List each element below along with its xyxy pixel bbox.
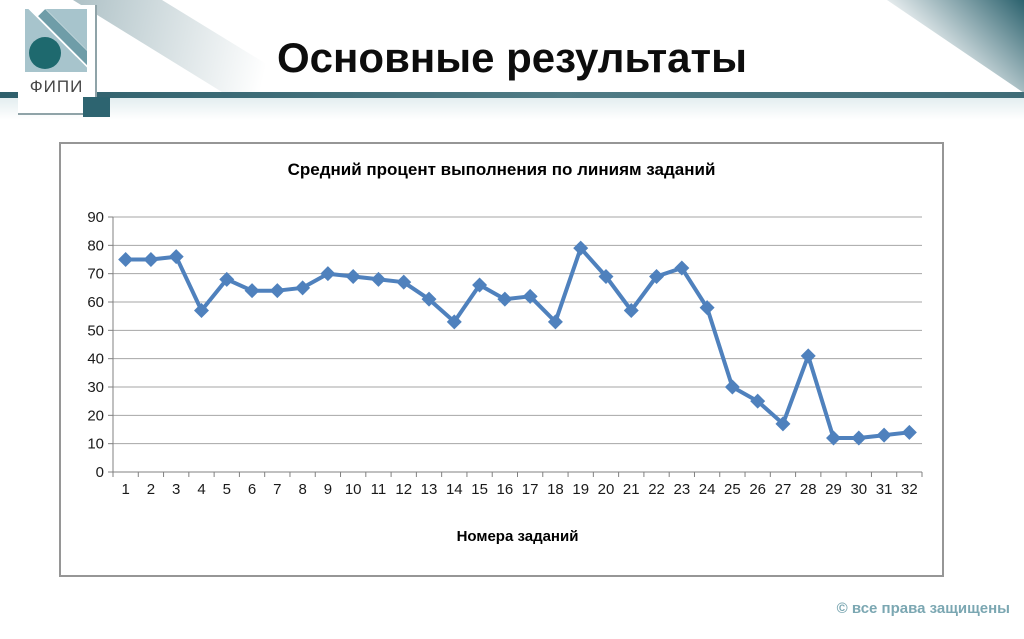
y-tick-label: 50: [87, 322, 104, 339]
data-point-marker: [143, 252, 159, 267]
x-tick-label: 16: [497, 481, 514, 498]
data-point-marker: [826, 430, 842, 446]
data-point-marker: [446, 314, 462, 330]
x-tick-label: 18: [547, 481, 564, 498]
x-tick-label: 6: [248, 481, 256, 498]
x-tick-label: 3: [172, 481, 180, 498]
y-tick-label: 20: [87, 407, 104, 424]
x-tick-label: 15: [471, 481, 488, 498]
x-tick-label: 12: [395, 481, 412, 498]
fipi-logo-text: ФИПИ: [29, 77, 84, 96]
data-point-marker: [118, 252, 134, 267]
header-bar-fade: [0, 98, 1024, 120]
x-tick-label: 26: [749, 481, 766, 498]
fipi-logo: ФИПИ: [18, 5, 97, 115]
y-tick-label: 40: [87, 351, 104, 368]
data-point-marker: [295, 280, 311, 296]
header-divider-bar: [0, 92, 1024, 98]
data-point-marker: [699, 300, 715, 316]
series-line: [123, 246, 912, 440]
data-point-marker: [750, 393, 766, 409]
x-tick-label: 24: [699, 481, 716, 498]
x-tick-label: 29: [825, 481, 842, 498]
data-point-marker: [851, 430, 867, 446]
data-point-marker: [370, 271, 386, 287]
data-point-marker: [547, 314, 563, 330]
logo-circle: [29, 37, 61, 69]
data-point-marker: [623, 303, 639, 318]
logo-accent-square: [83, 97, 110, 117]
x-axis-title: Номера заданий: [456, 528, 579, 545]
y-tick-label: 0: [96, 464, 104, 481]
slide-title: Основные результаты: [277, 34, 747, 81]
data-point-marker: [421, 291, 437, 307]
data-point-marker: [876, 427, 892, 443]
x-tick-label: 11: [371, 481, 387, 498]
x-tick-label: 30: [850, 481, 867, 498]
data-point-marker: [497, 291, 513, 307]
data-point-marker: [472, 277, 488, 293]
x-tick-label: 20: [598, 481, 615, 498]
copyright-text: © все права защищены: [836, 600, 1010, 617]
data-point-marker: [674, 260, 690, 276]
x-tick-label: 8: [298, 481, 306, 498]
x-tick-label: 31: [876, 481, 893, 498]
y-tick-label: 80: [87, 237, 104, 254]
data-point-marker: [724, 379, 740, 395]
x-tick-label: 2: [147, 481, 155, 498]
x-tick-label: 27: [775, 481, 792, 498]
data-point-marker: [269, 283, 285, 299]
x-tick-label: 13: [421, 481, 438, 498]
x-tick-label: 17: [522, 481, 539, 498]
y-tick-label: 70: [87, 266, 104, 283]
data-point-marker: [168, 249, 184, 265]
data-point-marker: [775, 416, 791, 432]
x-tick-label: 14: [446, 481, 463, 498]
x-tick-label: 10: [345, 481, 362, 498]
data-point-marker: [396, 274, 412, 290]
data-point-marker: [219, 271, 235, 287]
data-point-marker: [345, 269, 361, 284]
x-tick-label: 23: [673, 481, 690, 498]
x-tick-label: 28: [800, 481, 817, 498]
data-point-marker: [193, 303, 209, 318]
y-tick-label: 10: [87, 436, 104, 453]
x-tick-label: 19: [572, 481, 589, 498]
data-point-marker: [901, 424, 917, 440]
chart-title: Средний процент выполнения по линиям зад…: [287, 160, 716, 179]
x-tick-label: 32: [901, 481, 918, 498]
fipi-logo-icon: [25, 9, 87, 72]
data-point-marker: [573, 240, 589, 256]
x-tick-label: 4: [197, 481, 205, 498]
x-tick-label: 22: [648, 481, 665, 498]
data-point-marker: [244, 283, 260, 299]
data-point-marker: [649, 269, 665, 284]
chart-panel: 0 10 20 30 40 50 60 70 80 90 1 2 3 4 5 6 7 8 9 10 11 12 13 14 15…: [59, 142, 944, 577]
data-point-marker: [598, 269, 614, 284]
data-point-marker: [522, 288, 538, 304]
x-tick-label: 7: [273, 481, 281, 498]
x-tick-label: 21: [623, 481, 640, 498]
data-point-marker: [320, 266, 336, 282]
x-tick-label: 25: [724, 481, 741, 498]
y-tick-label: 60: [87, 294, 104, 311]
x-tick-label: 5: [223, 481, 231, 498]
x-tick-label: 1: [121, 481, 129, 498]
x-tick-label: 9: [324, 481, 332, 498]
data-point-marker: [800, 348, 816, 364]
y-tick-label: 90: [87, 209, 104, 226]
y-tick-label: 30: [87, 379, 104, 396]
